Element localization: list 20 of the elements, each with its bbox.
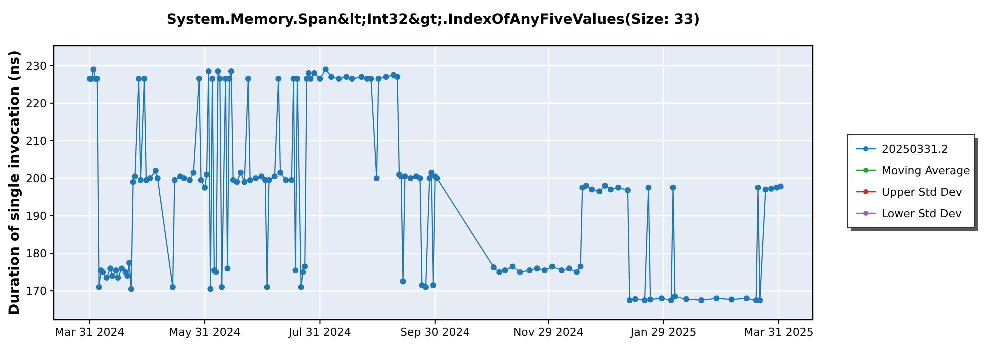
y-tick-label: 210 [26,134,47,148]
y-tick-label: 200 [26,172,47,186]
x-tick-label: Sep 30 2024 [400,326,470,339]
y-axis-title: Duration of single invocation (ns) [7,50,23,316]
x-tick-label: May 31 2024 [169,326,241,339]
legend-label: Moving Average [882,164,971,178]
x-tick-label: Mar 31 2025 [744,326,814,339]
x-tick-label: Jan 29 2025 [630,326,697,339]
y-tick-label: 170 [26,285,47,298]
legend-label: Upper Std Dev [882,186,963,199]
y-tick-label: 230 [26,60,47,73]
legend-label: Lower Std Dev [882,208,962,220]
y-tick-label: 220 [26,97,47,110]
y-tick-label: 180 [26,248,47,261]
x-tick-label: Mar 31 2024 [55,326,125,339]
x-tick-label: Jul 31 2024 [288,326,352,339]
legend-label: 20250331.2 [882,143,948,156]
y-tick-label: 190 [26,210,47,224]
chart-title: System.Memory.Span&lt;Int32&gt;.IndexOfAnyFiveValues(Size: 33) [166,12,700,28]
x-tick-label: Nov 29 2024 [513,326,584,339]
